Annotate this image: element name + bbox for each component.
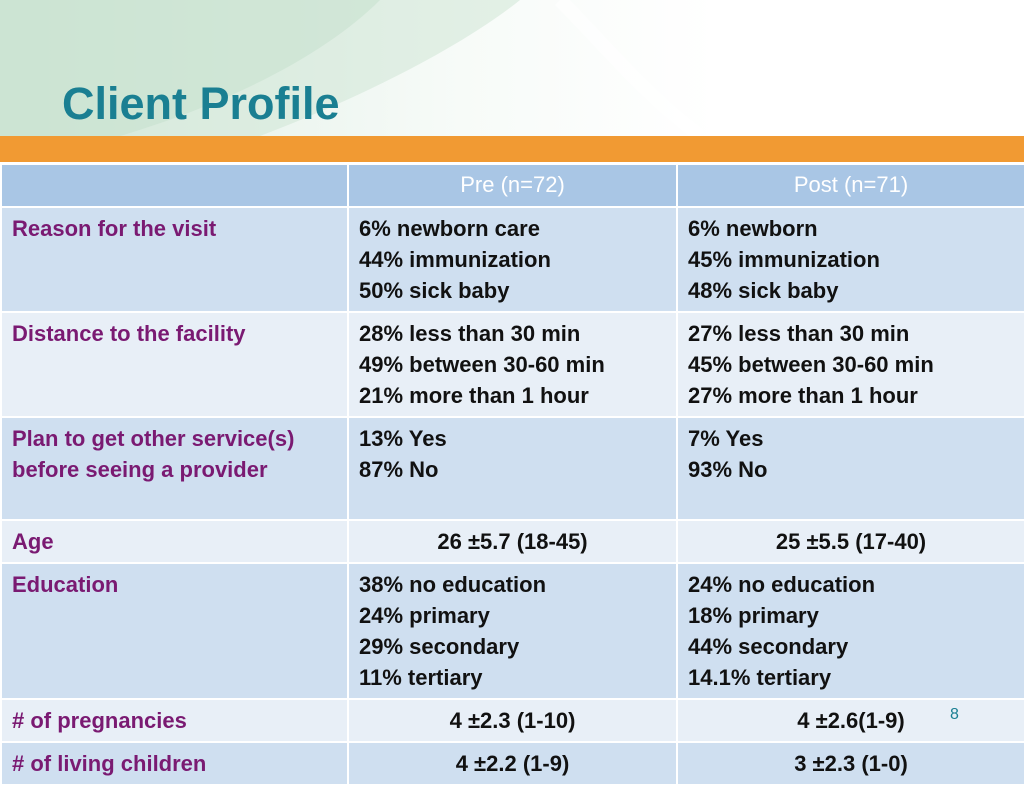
table-row: Age 26 ±5.7 (18-45) 25 ±5.5 (17-40) — [0, 519, 1024, 564]
cell-line: 45% immunization — [688, 247, 880, 272]
accent-bar — [0, 136, 1024, 162]
cell-line: 21% more than 1 hour — [359, 383, 589, 408]
cell-line: 13% Yes — [359, 426, 447, 451]
post-cell: 27% less than 30 min 45% between 30-60 m… — [676, 311, 1024, 418]
cell-line: 45% between 30-60 min — [688, 352, 934, 377]
cell-line: 26 ±5.7 (18-45) — [437, 529, 588, 554]
table-row: # of pregnancies 4 ±2.3 (1-10) 4 ±2.6(1-… — [0, 698, 1024, 743]
cell-line: 4 ±2.3 (1-10) — [449, 708, 576, 733]
cell-line: 44% secondary — [688, 634, 849, 659]
table-header-row: Pre (n=72) Post (n=71) — [0, 163, 1024, 208]
slide-title: Client Profile — [62, 78, 340, 129]
table-row: # of living children 4 ±2.2 (1-9) 3 ±2.3… — [0, 741, 1024, 786]
post-cell: 6% newborn 45% immunization 48% sick bab… — [676, 206, 1024, 313]
header-background — [0, 0, 1024, 136]
cell-line: 28% less than 30 min — [359, 321, 581, 346]
row-label: Education — [0, 562, 349, 700]
pre-cell: 26 ±5.7 (18-45) — [347, 519, 678, 564]
pre-cell: 13% Yes 87% No — [347, 416, 678, 521]
table-row: Education 38% no education 24% primary 2… — [0, 562, 1024, 700]
row-label: # of pregnancies — [0, 698, 349, 743]
cell-line: 24% primary — [359, 603, 490, 628]
pre-cell: 6% newborn care 44% immunization 50% sic… — [347, 206, 678, 313]
row-label: # of living children — [0, 741, 349, 786]
row-label: Age — [0, 519, 349, 564]
cell-line: 11% tertiary — [359, 665, 483, 690]
row-label: Plan to get other service(s) before seei… — [0, 416, 349, 521]
cell-line: 14.1% tertiary — [688, 665, 832, 690]
cell-line: 4 ±2.2 (1-9) — [455, 751, 570, 776]
cell-line: 27% more than 1 hour — [688, 383, 918, 408]
pre-cell: 4 ±2.3 (1-10) — [347, 698, 678, 743]
cell-line: 38% no education — [359, 572, 547, 597]
header-cell-post: Post (n=71) — [676, 163, 1024, 208]
cell-line: 7% Yes — [688, 426, 764, 451]
cell-line: 44% immunization — [359, 247, 551, 272]
cell-line: 18% primary — [688, 603, 819, 628]
cell-line: 87% No — [359, 457, 439, 482]
cell-line: 50% sick baby — [359, 278, 510, 303]
pre-cell: 28% less than 30 min 49% between 30-60 m… — [347, 311, 678, 418]
cell-line: 49% between 30-60 min — [359, 352, 605, 377]
cell-line: 6% newborn — [688, 216, 818, 241]
header-cell-empty — [0, 163, 349, 208]
table-row: Distance to the facility 28% less than 3… — [0, 311, 1024, 418]
cell-line: 27% less than 30 min — [688, 321, 910, 346]
cell-line: 3 ±2.3 (1-0) — [794, 751, 908, 776]
pre-cell: 38% no education 24% primary 29% seconda… — [347, 562, 678, 700]
row-label: Distance to the facility — [0, 311, 349, 418]
post-cell: 4 ±2.6(1-9) — [676, 698, 1024, 743]
cell-line: 93% No — [688, 457, 768, 482]
decorative-swoosh — [0, 0, 705, 136]
client-profile-table: Pre (n=72) Post (n=71) Reason for the vi… — [0, 163, 1024, 786]
header-cell-pre: Pre (n=72) — [347, 163, 678, 208]
cell-line: 24% no education — [688, 572, 876, 597]
cell-line: 6% newborn care — [359, 216, 540, 241]
pre-cell: 4 ±2.2 (1-9) — [347, 741, 678, 786]
post-cell: 7% Yes 93% No — [676, 416, 1024, 521]
row-label: Reason for the visit — [0, 206, 349, 313]
table-row: Plan to get other service(s) before seei… — [0, 416, 1024, 521]
page-number: 8 — [950, 706, 959, 723]
cell-line: 29% secondary — [359, 634, 520, 659]
post-cell: 24% no education 18% primary 44% seconda… — [676, 562, 1024, 700]
table-row: Reason for the visit 6% newborn care 44%… — [0, 206, 1024, 313]
cell-line: 48% sick baby — [688, 278, 839, 303]
cell-line: 4 ±2.6(1-9) — [797, 708, 905, 733]
post-cell: 3 ±2.3 (1-0) — [676, 741, 1024, 786]
post-cell: 25 ±5.5 (17-40) — [676, 519, 1024, 564]
cell-line: 25 ±5.5 (17-40) — [775, 529, 927, 554]
